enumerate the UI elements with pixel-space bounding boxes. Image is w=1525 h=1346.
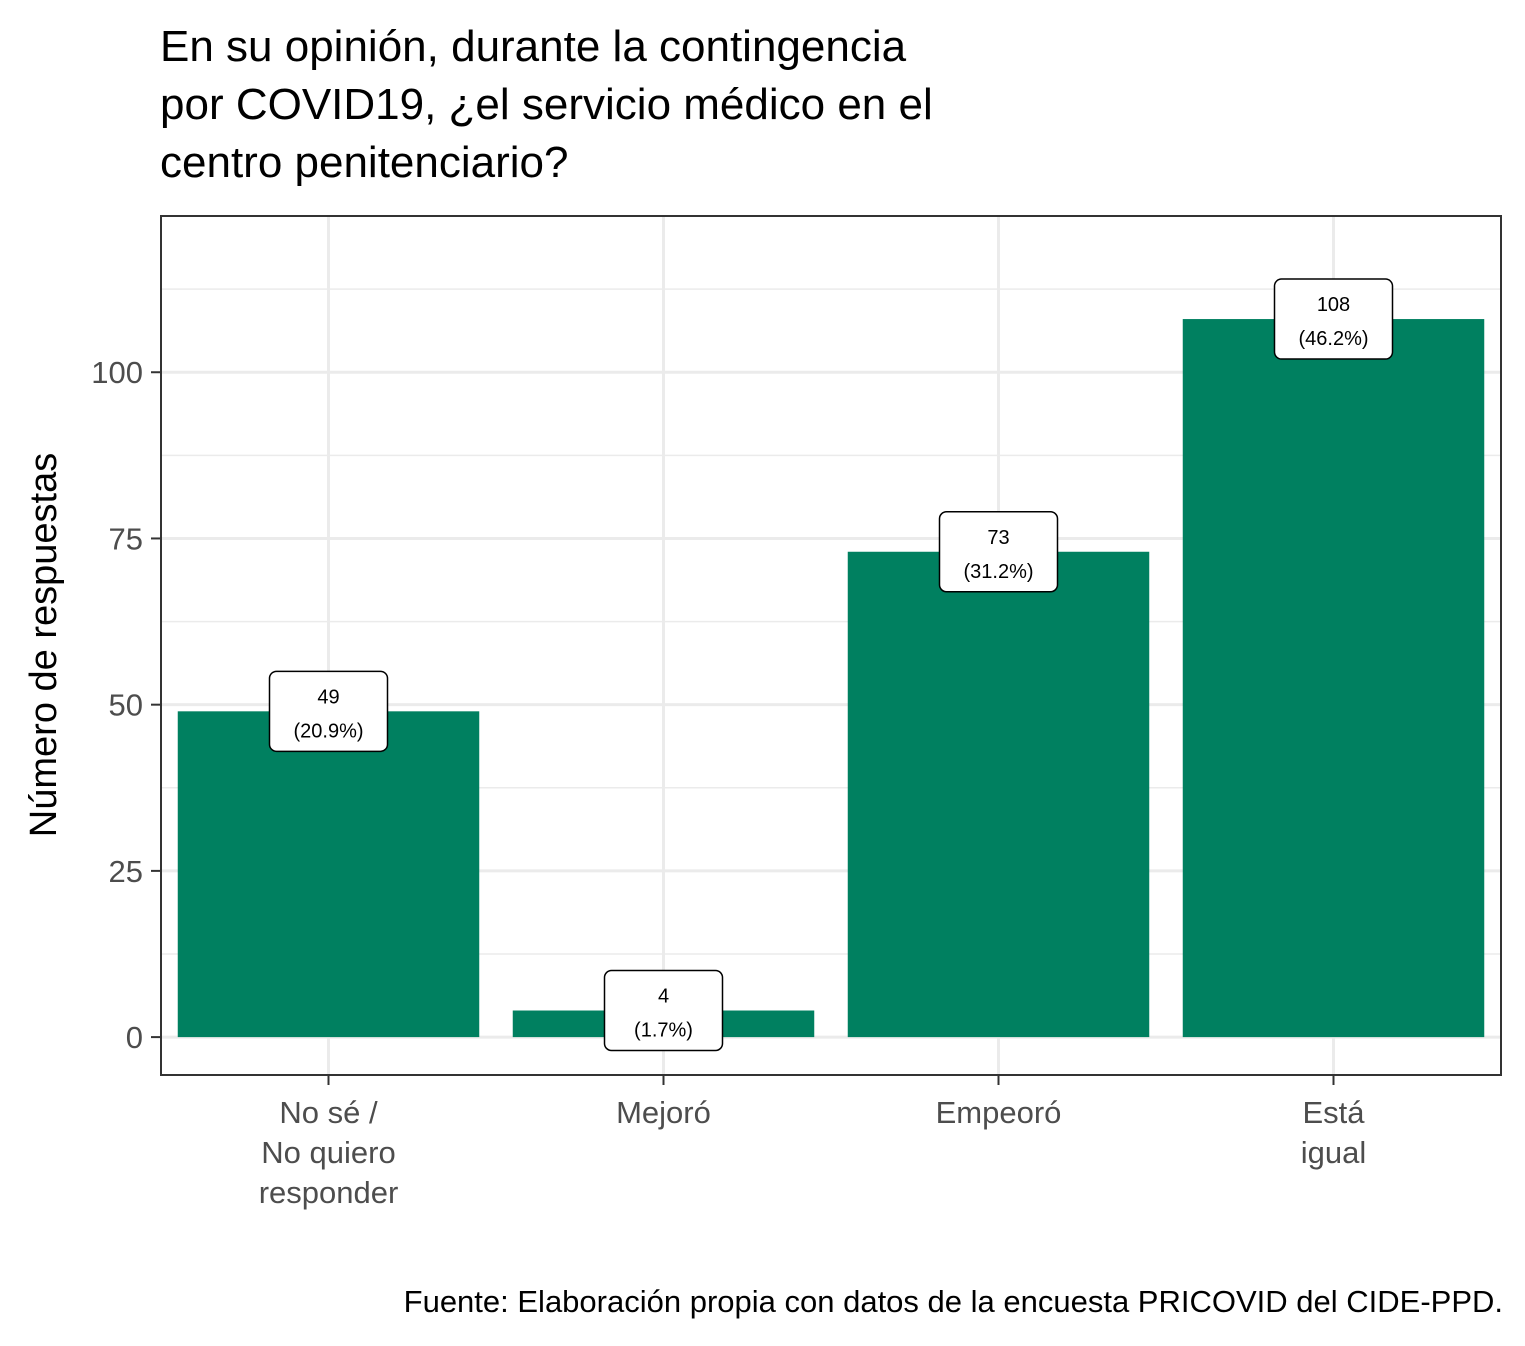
data-label-box	[268, 670, 389, 753]
chart-title-line: En su opinión, durante la contingencia	[160, 22, 907, 71]
data-label-percent: (46.2%)	[1298, 328, 1368, 350]
chart-title-line: centro penitenciario?	[160, 138, 569, 187]
data-label-count: 4	[658, 986, 669, 1008]
data-label-count: 108	[1317, 294, 1350, 316]
data-label-percent: (20.9%)	[293, 720, 363, 742]
y-tick-label: 50	[109, 688, 143, 723]
data-label: 108 (46.2%)	[1273, 278, 1394, 360]
data-label-box	[938, 511, 1059, 593]
x-tick-label: No quiero	[261, 1135, 395, 1170]
chart-title: En su opinión, durante la contingencia p…	[160, 18, 933, 192]
data-label-count: 73	[987, 527, 1009, 549]
y-tick-label: 75	[109, 521, 143, 556]
y-axis-label: Número de respuestas	[23, 453, 65, 837]
data-label-count: 49	[317, 686, 339, 708]
y-tick-label: 25	[109, 854, 143, 889]
x-tick-label: Mejoró	[616, 1095, 711, 1130]
axes: 0 25 50 75 100 No sé / No quiero responder Mejor…	[91, 355, 1366, 1210]
data-labels: 49 (20.9%) 4 (1.7%) 73 (31.2%) 108 (46.2%)	[268, 278, 1394, 1052]
data-label: 4 (1.7%)	[603, 969, 724, 1052]
data-label-box	[603, 969, 724, 1052]
x-tick-label: No sé /	[279, 1095, 378, 1130]
y-tick-label: 100	[91, 355, 143, 390]
bar	[1182, 319, 1485, 1038]
x-tick-label: Empeoró	[936, 1095, 1062, 1130]
data-label-percent: (1.7%)	[634, 1020, 693, 1042]
x-tick-label: responder	[259, 1175, 399, 1210]
bar	[177, 711, 480, 1038]
x-tick-label: Está	[1302, 1095, 1365, 1130]
bar	[847, 551, 1150, 1038]
bars	[177, 319, 1485, 1038]
source-caption: Fuente: Elaboración propia con datos de …	[403, 1284, 1503, 1319]
chart-title-line: por COVID19, ¿el servicio médico en el	[160, 80, 933, 129]
data-label: 73 (31.2%)	[938, 511, 1059, 593]
x-tick-label: igual	[1301, 1135, 1367, 1170]
y-tick-label: 0	[126, 1020, 143, 1055]
data-label: 49 (20.9%)	[268, 670, 389, 753]
plot-panel-border	[160, 215, 1502, 1076]
data-label-percent: (31.2%)	[963, 561, 1033, 583]
data-label-box	[1273, 278, 1394, 360]
